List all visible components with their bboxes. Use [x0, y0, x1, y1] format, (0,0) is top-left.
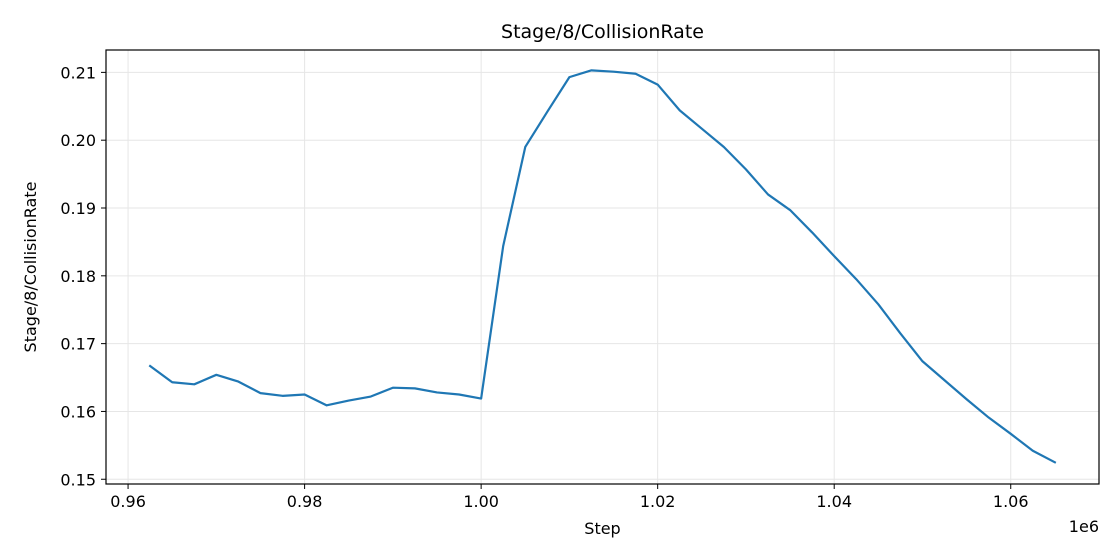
x-axis-offset-label: 1e6	[1069, 517, 1099, 536]
grid	[106, 50, 1099, 484]
y-tick-label: 0.21	[60, 63, 96, 82]
y-tick-label: 0.15	[60, 470, 96, 489]
x-axis-label: Step	[584, 519, 620, 538]
x-tick-label: 1.06	[993, 492, 1029, 511]
y-tick-label: 0.17	[60, 335, 96, 354]
x-tick-label: 0.98	[287, 492, 323, 511]
x-tick-label: 1.00	[463, 492, 499, 511]
y-tick-label: 0.19	[60, 199, 96, 218]
y-axis-label: Stage/8/CollisionRate	[21, 182, 40, 353]
plot-frame	[105, 49, 1100, 485]
plot-area	[148, 69, 1057, 464]
y-tick-label: 0.18	[60, 267, 96, 286]
x-tick-label: 0.96	[110, 492, 146, 511]
y-tick-label: 0.20	[60, 131, 96, 150]
series-line	[148, 69, 1057, 464]
ticks: 0.96 0.98 1.00 1.02 1.04 1.06 0.15 0.16 0.17 0.18…	[60, 63, 1028, 511]
x-tick-label: 1.04	[816, 492, 852, 511]
chart-title: Stage/8/CollisionRate	[501, 21, 704, 43]
y-tick-label: 0.16	[60, 402, 96, 421]
x-tick-label: 1.02	[640, 492, 676, 511]
